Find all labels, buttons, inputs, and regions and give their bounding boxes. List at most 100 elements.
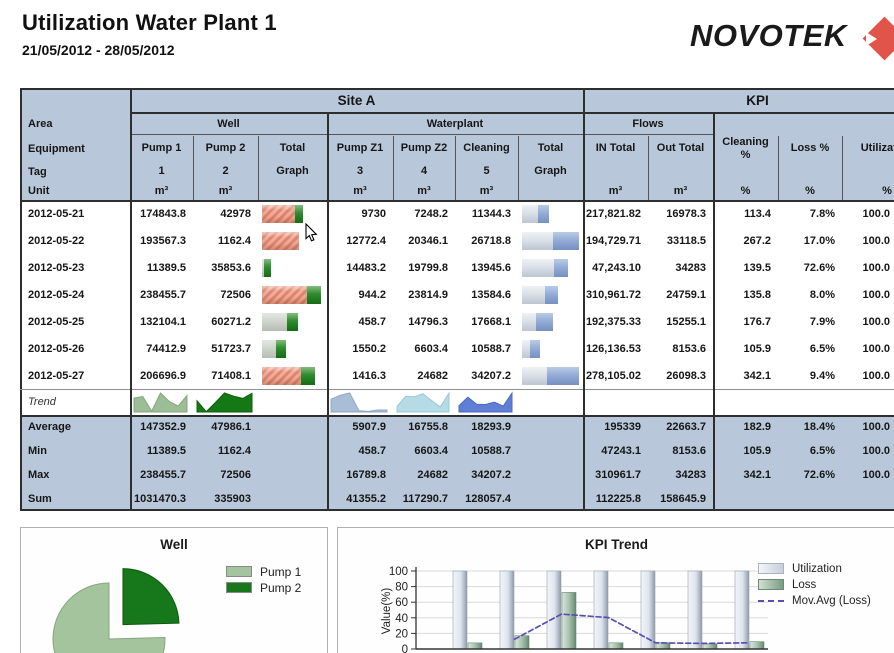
value-cell: 8153.6 [672, 342, 706, 355]
tag-cell: Graph [276, 165, 309, 178]
loss-bar [467, 642, 483, 650]
table-gridline [20, 389, 894, 390]
unit-cell: m³ [353, 184, 367, 197]
value-cell: 126,136.53 [585, 342, 641, 355]
summary-value-cell: 238455.7 [140, 469, 186, 481]
equipment-header: Pump 2 [205, 142, 246, 155]
unit-cell: % [805, 184, 815, 197]
date-cell: 2012-05-24 [28, 288, 85, 301]
well-graph-bar [258, 227, 327, 254]
tag-cell: 2 [222, 165, 229, 178]
table-gridline [20, 415, 894, 417]
subgroup-header-flows: Flows [632, 117, 664, 130]
equipment-header: Pump 1 [141, 142, 182, 155]
trend-sparkline-cell [196, 390, 253, 414]
value-cell: 7.9% [809, 315, 835, 328]
loss-bar [749, 641, 765, 650]
summary-value-cell: 47986.1 [211, 421, 251, 433]
summary-value-cell: 11389.5 [146, 445, 186, 457]
value-cell: 176.7 [743, 315, 771, 328]
kpi-chart-title: KPI Trend [584, 537, 648, 552]
summary-value-cell: 335903 [214, 493, 251, 505]
table-gridline [327, 112, 329, 511]
kpi-trend-chart: 0 20 40 60 80 100 Value(%) [381, 566, 768, 653]
equipment-header: Pump Z1 [336, 142, 384, 155]
summary-value-cell: 72.6% [803, 469, 835, 481]
table-gridline [20, 200, 894, 202]
trend-sparkline-z2 [396, 391, 450, 413]
table-gridline [455, 136, 456, 200]
summary-value-cell: 34283 [675, 469, 706, 481]
dashed-line-icon [758, 599, 784, 602]
unit-cell: m³ [154, 184, 169, 197]
header-band [20, 88, 894, 200]
summary-label: Max [28, 469, 50, 481]
summary-value-cell: 100.0 [862, 469, 890, 481]
trend-sparkline-pump2 [196, 392, 253, 413]
value-cell: 11344.3 [471, 207, 511, 220]
trend-sparkline-cell [330, 390, 388, 414]
well-pie-chart [52, 568, 180, 653]
summary-value-cell: 195339 [604, 421, 641, 433]
novotek-logo: NOVOTEK [690, 16, 894, 62]
well-pie-panel: Well Pump 1 Pump 2 [20, 527, 328, 653]
kpi-trend-legend: Utilization Loss Mov.Avg (Loss) [758, 561, 871, 609]
utilization-bar [499, 570, 515, 650]
summary-value-cell: 72506 [220, 469, 251, 481]
unit-cell: % [882, 184, 892, 197]
unit-cell: m³ [218, 184, 233, 197]
summary-value-cell [842, 487, 894, 511]
equipment-header: Pump Z2 [400, 142, 448, 155]
movavg-line [513, 613, 751, 645]
table-gridline [258, 136, 259, 200]
waterplant-graph-bar [518, 362, 583, 389]
value-cell: 14483.2 [346, 261, 386, 274]
value-cell: 174843.8 [140, 207, 186, 220]
table-gridline [393, 136, 394, 200]
summary-value-cell: 310961.7 [595, 469, 641, 481]
value-cell: 278,105.02 [585, 369, 641, 382]
summary-value-cell: 182.9 [743, 421, 771, 433]
value-cell: 71408.1 [211, 369, 251, 382]
unit-cell: m³ [673, 184, 688, 197]
value-cell: 1162.4 [217, 234, 251, 247]
summary-value-cell [778, 487, 842, 511]
value-cell: 8.0% [809, 288, 835, 301]
value-cell: 16978.3 [666, 207, 706, 220]
table-gridline [648, 136, 649, 200]
waterplant-graph-bar [518, 227, 583, 254]
row-label-unit: Unit [28, 185, 50, 197]
table-gridline [130, 134, 713, 135]
value-cell: 100.0 [862, 315, 890, 328]
summary-value-cell: 10588.7 [471, 445, 511, 457]
trend-label: Trend [28, 396, 56, 408]
unit-cell [258, 182, 327, 200]
value-cell: 12772.4 [346, 234, 386, 247]
value-cell: 7.8% [809, 207, 835, 220]
summary-value-cell: 22663.7 [666, 421, 706, 433]
value-cell: 10588.7 [471, 342, 511, 355]
value-cell: 139.5 [743, 261, 771, 274]
summary-value-cell: 117290.7 [402, 493, 448, 505]
tag-cell: 5 [483, 165, 490, 178]
summary-value-cell: 18.4% [803, 421, 835, 433]
value-cell: 23814.9 [408, 288, 448, 301]
value-cell: 60271.2 [211, 315, 251, 328]
loss-bar [561, 592, 577, 650]
svg-text:80: 80 [395, 582, 408, 594]
table-gridline [20, 509, 894, 511]
value-cell: 194,729.71 [585, 234, 641, 247]
value-cell: 7248.2 [414, 207, 448, 220]
summary-value-cell: 34207.2 [471, 469, 511, 481]
value-cell: 135.8 [743, 288, 771, 301]
pie-slice-pump2 [122, 568, 180, 626]
value-cell: 342.1 [743, 369, 771, 382]
utilization-bar [546, 570, 562, 650]
value-cell: 100.0 [862, 207, 890, 220]
tag-cell: 1 [158, 165, 165, 178]
date-cell: 2012-05-23 [28, 261, 85, 274]
utilization-table-grid: Site A KPI Area Well Waterplant Flows Equipmen… [20, 88, 894, 511]
tag-cell [713, 161, 778, 182]
utilization-bar [452, 570, 468, 650]
